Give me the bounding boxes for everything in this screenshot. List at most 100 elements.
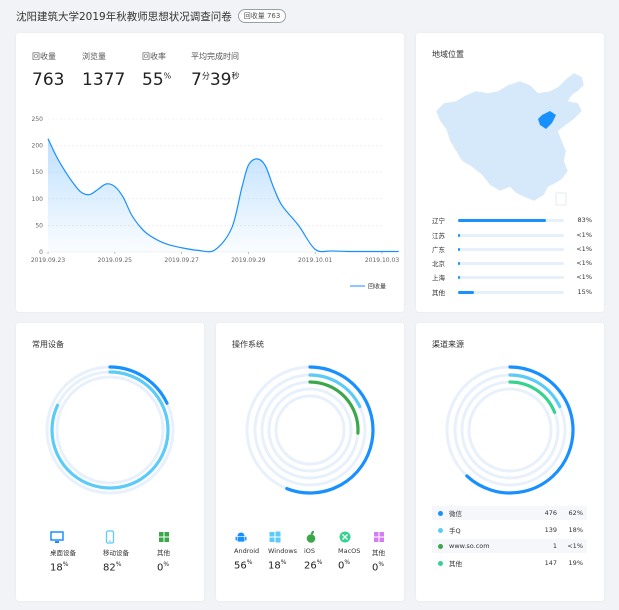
- channel-count: 147: [544, 559, 557, 567]
- channel-row: 手Q 139 18%: [432, 523, 587, 537]
- channel-count: 1: [552, 542, 557, 550]
- devices-card: 常用设备 桌面设备 18% 移动设备 82% 其他 0%: [16, 323, 204, 601]
- region-pct: <1%: [576, 273, 592, 281]
- region-bar: [458, 247, 564, 251]
- ring-track: [267, 387, 353, 473]
- china-map: [435, 72, 585, 206]
- channel-dot: [438, 560, 443, 566]
- region-row: 广东 <1%: [432, 243, 592, 255]
- liaoning-highlight: [538, 111, 556, 129]
- region-row: 辽宁 83%: [432, 214, 592, 226]
- legend-name: 其他: [372, 549, 385, 557]
- channel-dot: [438, 510, 443, 516]
- channel-pct: 18%: [568, 526, 583, 534]
- channel-count: 139: [544, 526, 557, 534]
- y-tick-label: 0: [39, 249, 43, 256]
- ring-arc: [508, 380, 557, 414]
- card-title: 渠道来源: [432, 340, 464, 349]
- stat-value: 763: [32, 70, 65, 90]
- os-ring-chart: [245, 365, 375, 495]
- region-bar: [458, 218, 564, 222]
- grid-icon: [374, 532, 384, 542]
- ring-arc: [465, 365, 575, 495]
- channel-dot: [438, 543, 443, 549]
- ring-arc: [50, 370, 170, 490]
- mobile-icon: [105, 530, 115, 544]
- legend-name: 其他: [157, 549, 170, 557]
- legend-desktop: 桌面设备 18%: [50, 530, 76, 573]
- region-name: 江苏: [432, 232, 445, 240]
- legend-name: Android: [234, 547, 260, 555]
- legend-label: 回收量: [368, 283, 386, 291]
- stat-rate: 回收率 55%: [142, 51, 171, 90]
- region-row: 北京 <1%: [432, 257, 592, 269]
- channel-pct: <1%: [567, 542, 583, 550]
- legend-value: 18%: [268, 559, 287, 572]
- android-icon: [235, 532, 247, 542]
- stat-label: 平均完成时间: [191, 52, 239, 61]
- stat-label: 回收量: [32, 52, 56, 61]
- stat-value: 7分39秒: [191, 70, 240, 90]
- region-bar: [458, 261, 564, 265]
- stat-label: 回收率: [142, 52, 166, 61]
- channel-pct: 19%: [568, 559, 583, 567]
- channel-name: 微信: [449, 510, 462, 518]
- legend-other: 其他 0%: [157, 530, 171, 573]
- stat-value: 55%: [142, 70, 172, 90]
- y-tick-label: 200: [32, 143, 44, 150]
- region-name: 北京: [432, 260, 445, 268]
- grid-icon: [159, 532, 169, 542]
- page-title: 沈阳建筑大学2019年秋教师思想状况调查问卷: [16, 10, 232, 23]
- legend-name: MacOS: [338, 547, 361, 555]
- channel-name: 其他: [449, 560, 462, 568]
- x-tick-label: 2019.09.25: [98, 257, 133, 264]
- region-pct: 83%: [577, 216, 592, 224]
- desktop-icon: [50, 531, 64, 543]
- ring-arc: [108, 365, 169, 405]
- y-tick-label: 50: [35, 222, 43, 229]
- ring-track: [467, 387, 553, 473]
- region-bar: [458, 275, 564, 279]
- x-tick-label: 2019.09.29: [231, 257, 266, 264]
- legend-ios: iOS 26%: [304, 530, 322, 571]
- region-card: 地域位置 辽宁 83% 江苏 <1% 广东 <1% 北京 <1% 上海 <1% …: [416, 33, 604, 312]
- macos-icon: [339, 531, 351, 543]
- series-line: [47, 138, 399, 253]
- legend-value: 26%: [304, 559, 323, 572]
- legend-mobile: 移动设备 82%: [103, 530, 129, 573]
- ring-arc: [508, 373, 562, 409]
- card-title: 地域位置: [432, 50, 464, 59]
- legend-windows: Windows 18%: [268, 530, 297, 571]
- ring-arc: [308, 380, 360, 435]
- channel-pct: 62%: [568, 509, 583, 517]
- region-row: 上海 <1%: [432, 271, 592, 283]
- legend-android: Android 56%: [234, 530, 259, 571]
- y-tick-label: 250: [32, 116, 44, 123]
- apple-icon: [306, 530, 316, 543]
- x-tick-label: 2019.10.03: [365, 257, 400, 264]
- overview-card: 回收量 763 浏览量 1377 回收率 55% 平均完成时间 7分39秒 0 5…: [16, 33, 404, 312]
- legend-value: 18%: [50, 561, 69, 574]
- channels-card: 渠道来源 微信 476 62% 手Q 139 18% www.so.com 1 …: [416, 323, 604, 601]
- legend-value: 0%: [372, 561, 385, 574]
- x-tick-label: 2019.09.23: [31, 257, 66, 264]
- south-sea-inset: [555, 192, 567, 206]
- stat-responses: 回收量 763: [32, 51, 64, 90]
- legend-name: iOS: [304, 547, 316, 555]
- region-bar-fill: [458, 247, 460, 251]
- legend-macos: MacOS 0%: [338, 530, 360, 571]
- region-pct: <1%: [576, 231, 592, 239]
- y-tick-label: 150: [32, 169, 44, 176]
- channel-row: 其他 147 19%: [432, 556, 587, 570]
- devices-ring-chart: [45, 365, 175, 495]
- series-area: [48, 138, 399, 252]
- legend-name: 移动设备: [103, 549, 129, 557]
- channel-count: 476: [544, 509, 557, 517]
- y-tick-label: 100: [32, 196, 44, 203]
- region-name: 其他: [432, 289, 445, 297]
- line-chart: 0 50 100 150 200 250 2019.09.23 2019.09.25 2019.…: [31, 116, 400, 291]
- legend-value: 56%: [234, 559, 253, 572]
- response-count-badge: 回收量 763: [237, 9, 287, 23]
- region-bar: [458, 290, 564, 294]
- channels-ring-chart: [445, 365, 575, 495]
